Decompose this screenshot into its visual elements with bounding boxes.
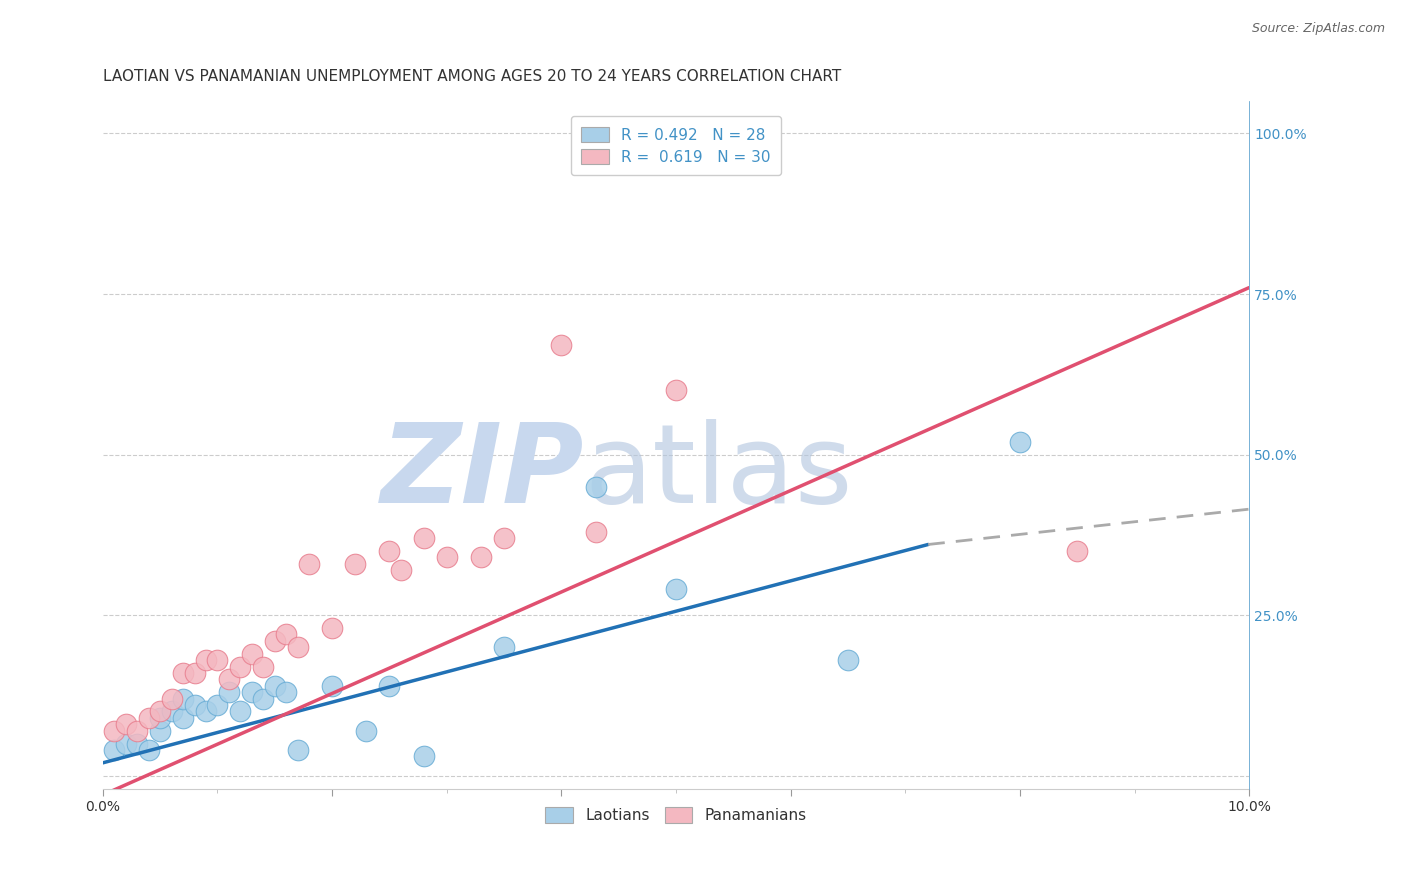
Point <box>252 691 274 706</box>
Point <box>218 685 240 699</box>
Text: atlas: atlas <box>585 419 853 526</box>
Point <box>172 665 194 680</box>
Point <box>172 691 194 706</box>
Point <box>492 531 515 545</box>
Point <box>103 723 125 738</box>
Point <box>343 557 366 571</box>
Point <box>276 627 298 641</box>
Point <box>149 711 172 725</box>
Point <box>103 743 125 757</box>
Point <box>287 640 309 655</box>
Point <box>149 705 172 719</box>
Point <box>183 665 205 680</box>
Point <box>114 717 136 731</box>
Point <box>263 679 285 693</box>
Text: ZIP: ZIP <box>381 419 585 526</box>
Point <box>263 633 285 648</box>
Point <box>138 743 160 757</box>
Point <box>1008 434 1031 449</box>
Point <box>252 659 274 673</box>
Point <box>229 705 252 719</box>
Point <box>550 338 572 352</box>
Point <box>207 698 229 712</box>
Point <box>149 723 172 738</box>
Point <box>127 723 149 738</box>
Point <box>492 640 515 655</box>
Point <box>356 723 378 738</box>
Point <box>1066 544 1088 558</box>
Point <box>837 653 859 667</box>
Point <box>160 705 183 719</box>
Point <box>665 384 688 398</box>
Point <box>218 673 240 687</box>
Point <box>436 550 458 565</box>
Point <box>240 685 263 699</box>
Point <box>321 621 343 635</box>
Point <box>183 698 205 712</box>
Point <box>160 691 183 706</box>
Point <box>321 679 343 693</box>
Point <box>207 653 229 667</box>
Point <box>172 711 194 725</box>
Point <box>194 653 217 667</box>
Point <box>229 659 252 673</box>
Point <box>470 550 492 565</box>
Point <box>287 743 309 757</box>
Point <box>412 531 434 545</box>
Point <box>389 563 412 577</box>
Point <box>194 705 217 719</box>
Point <box>138 711 160 725</box>
Point <box>378 679 401 693</box>
Point <box>378 544 401 558</box>
Legend: Laotians, Panamanians: Laotians, Panamanians <box>536 798 815 832</box>
Point <box>114 737 136 751</box>
Point <box>276 685 298 699</box>
Text: Source: ZipAtlas.com: Source: ZipAtlas.com <box>1251 22 1385 36</box>
Point <box>412 749 434 764</box>
Point <box>298 557 321 571</box>
Point <box>665 582 688 597</box>
Text: LAOTIAN VS PANAMANIAN UNEMPLOYMENT AMONG AGES 20 TO 24 YEARS CORRELATION CHART: LAOTIAN VS PANAMANIAN UNEMPLOYMENT AMONG… <box>103 69 841 84</box>
Point <box>585 524 607 539</box>
Point <box>585 480 607 494</box>
Point <box>127 737 149 751</box>
Point <box>240 647 263 661</box>
